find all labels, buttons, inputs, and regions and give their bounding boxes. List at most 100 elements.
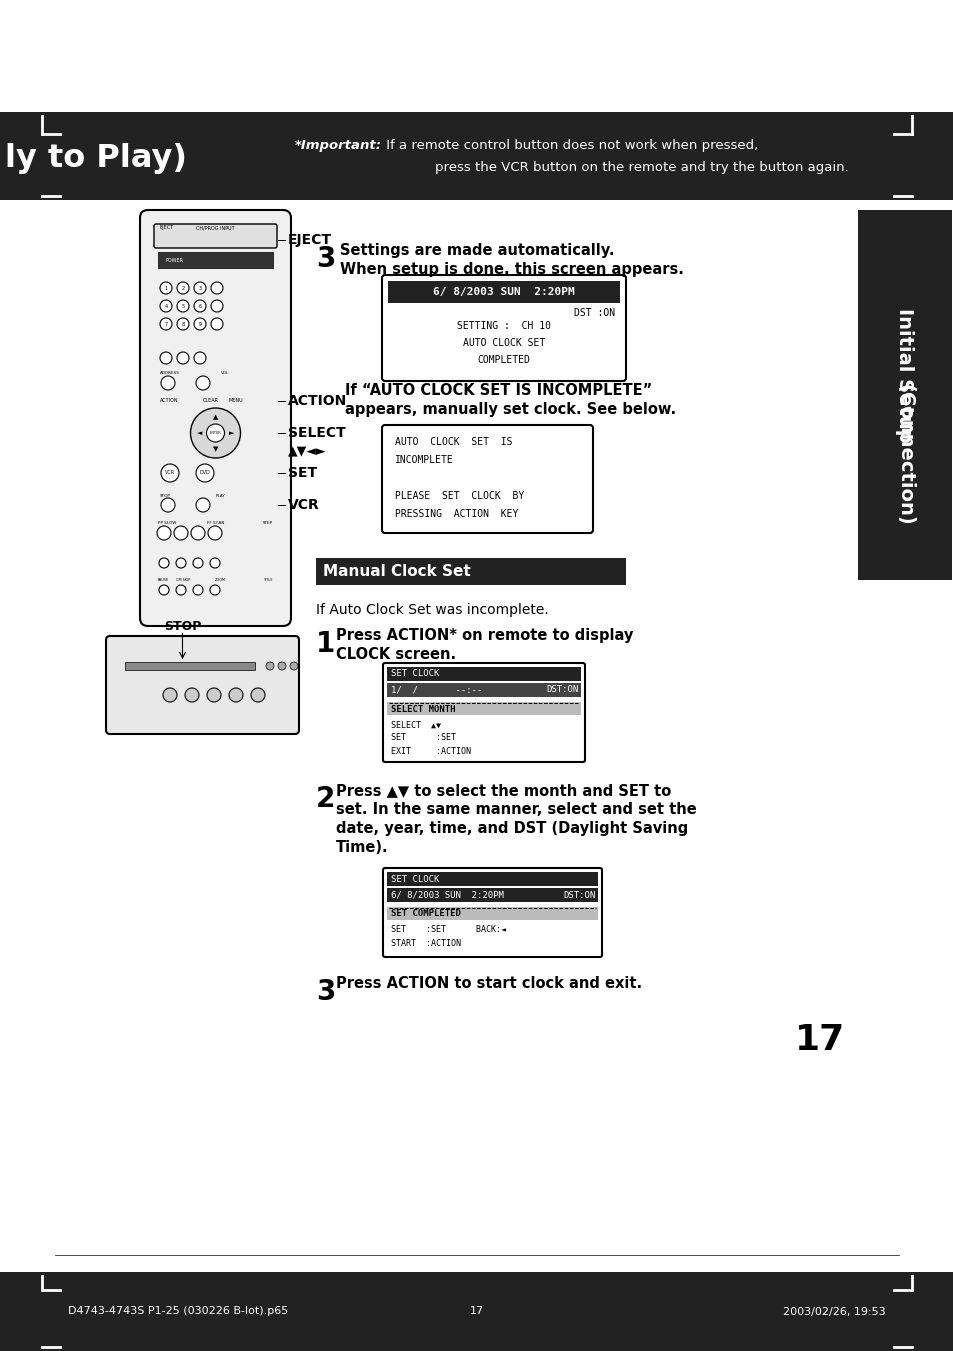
Circle shape <box>206 424 224 442</box>
Text: 5: 5 <box>181 304 184 308</box>
Text: If “AUTO CLOCK SET IS INCOMPLETE”: If “AUTO CLOCK SET IS INCOMPLETE” <box>345 382 652 399</box>
Text: VCR: VCR <box>165 470 175 476</box>
Circle shape <box>193 300 206 312</box>
Text: 6/ 8/2003 SUN  2:20PM: 6/ 8/2003 SUN 2:20PM <box>433 286 575 297</box>
Circle shape <box>177 317 189 330</box>
Text: DVD: DVD <box>199 470 211 476</box>
Text: CLEAR: CLEAR <box>202 399 218 404</box>
Text: 2: 2 <box>181 285 184 290</box>
Circle shape <box>185 688 199 703</box>
Text: CM SKIP: CM SKIP <box>175 578 190 582</box>
Text: press the VCR button on the remote and try the button again.: press the VCR button on the remote and t… <box>435 162 848 174</box>
Text: EJECT: EJECT <box>160 226 174 231</box>
Text: CLOCK screen.: CLOCK screen. <box>335 647 456 662</box>
Text: ACTION: ACTION <box>160 399 178 404</box>
Text: When setup is done, this screen appears.: When setup is done, this screen appears. <box>339 262 683 277</box>
Text: SET COMPLETED: SET COMPLETED <box>391 909 460 919</box>
Text: STOP: STOP <box>160 494 171 499</box>
Circle shape <box>159 585 169 594</box>
Text: DST:ON: DST:ON <box>563 890 596 900</box>
Text: STOP: STOP <box>164 620 201 632</box>
Circle shape <box>193 558 203 567</box>
Text: ◄: ◄ <box>196 430 202 436</box>
Circle shape <box>208 526 222 540</box>
Text: (Connection): (Connection) <box>895 384 914 526</box>
Text: SETTING :  CH 10: SETTING : CH 10 <box>456 322 551 331</box>
FancyBboxPatch shape <box>381 426 593 534</box>
Text: 1: 1 <box>315 630 335 658</box>
Text: 3: 3 <box>315 978 335 1006</box>
Text: Press ACTION* on remote to display: Press ACTION* on remote to display <box>335 628 633 643</box>
Text: *Important:: *Important: <box>294 139 381 153</box>
Text: EXIT     :ACTION: EXIT :ACTION <box>391 747 471 755</box>
Text: PLAY: PLAY <box>215 494 225 499</box>
Text: If Auto Clock Set was incomplete.: If Auto Clock Set was incomplete. <box>315 603 548 617</box>
Circle shape <box>175 585 186 594</box>
Bar <box>857 209 951 580</box>
Circle shape <box>195 499 210 512</box>
Bar <box>315 558 625 585</box>
Text: D4743-4743S P1-25 (030226 B-lot).p65: D4743-4743S P1-25 (030226 B-lot).p65 <box>68 1306 288 1316</box>
Bar <box>387 871 598 886</box>
Text: 9: 9 <box>198 322 201 327</box>
Bar <box>387 888 598 902</box>
Text: PAUSE: PAUSE <box>158 578 169 582</box>
FancyBboxPatch shape <box>381 276 625 381</box>
Text: Press ACTION to start clock and exit.: Press ACTION to start clock and exit. <box>335 975 641 992</box>
Circle shape <box>177 353 189 363</box>
Text: AUTO CLOCK SET: AUTO CLOCK SET <box>462 338 544 349</box>
Text: CH/PROG INPUT: CH/PROG INPUT <box>196 226 234 231</box>
Text: ►: ► <box>229 430 233 436</box>
Circle shape <box>161 376 174 390</box>
Text: DST :ON: DST :ON <box>574 308 615 317</box>
Circle shape <box>177 282 189 295</box>
Text: SET CLOCK: SET CLOCK <box>391 670 439 678</box>
Text: INCOMPLETE: INCOMPLETE <box>395 455 454 465</box>
Bar <box>158 253 273 267</box>
Circle shape <box>210 558 220 567</box>
Text: SELECT MONTH: SELECT MONTH <box>391 704 455 713</box>
Text: STEP: STEP <box>262 521 273 526</box>
Circle shape <box>211 282 223 295</box>
Text: ly to Play): ly to Play) <box>5 142 187 173</box>
Text: POWER: POWER <box>166 258 184 262</box>
Text: 1/  /       --:--: 1/ / --:-- <box>391 685 482 694</box>
FancyBboxPatch shape <box>382 663 584 762</box>
Text: VOL: VOL <box>221 372 230 376</box>
Text: MENU: MENU <box>228 399 243 404</box>
FancyBboxPatch shape <box>140 209 291 626</box>
Text: VCR: VCR <box>288 499 319 512</box>
Circle shape <box>251 688 265 703</box>
Circle shape <box>177 300 189 312</box>
Text: set. In the same manner, select and set the: set. In the same manner, select and set … <box>335 802 696 817</box>
Circle shape <box>191 526 205 540</box>
Circle shape <box>161 463 179 482</box>
Text: 8: 8 <box>181 322 184 327</box>
Bar <box>0 1273 953 1351</box>
Circle shape <box>191 408 240 458</box>
Bar <box>387 667 580 681</box>
Circle shape <box>207 688 221 703</box>
Text: ▼: ▼ <box>213 446 218 453</box>
Text: Press ▲▼ to select the month and SET to: Press ▲▼ to select the month and SET to <box>335 784 671 798</box>
Text: PLEASE  SET  CLOCK  BY: PLEASE SET CLOCK BY <box>395 490 524 501</box>
Circle shape <box>193 282 206 295</box>
FancyBboxPatch shape <box>382 867 601 957</box>
Text: SELECT  ▲▼: SELECT ▲▼ <box>391 720 440 730</box>
Text: Time).: Time). <box>335 840 388 855</box>
Text: appears, manually set clock. See below.: appears, manually set clock. See below. <box>345 403 676 417</box>
Text: Settings are made automatically.: Settings are made automatically. <box>339 243 614 258</box>
Text: If a remote control button does not work when pressed,: If a remote control button does not work… <box>381 139 758 153</box>
Text: 3: 3 <box>198 285 201 290</box>
Circle shape <box>277 662 286 670</box>
Circle shape <box>211 300 223 312</box>
Text: 6: 6 <box>198 304 201 308</box>
Text: 3: 3 <box>315 245 335 273</box>
Bar <box>0 112 953 200</box>
Circle shape <box>195 376 210 390</box>
Circle shape <box>290 662 297 670</box>
Bar <box>388 281 619 303</box>
Text: date, year, time, and DST (Daylight Saving: date, year, time, and DST (Daylight Savi… <box>335 821 687 836</box>
Circle shape <box>195 463 213 482</box>
Circle shape <box>266 662 274 670</box>
